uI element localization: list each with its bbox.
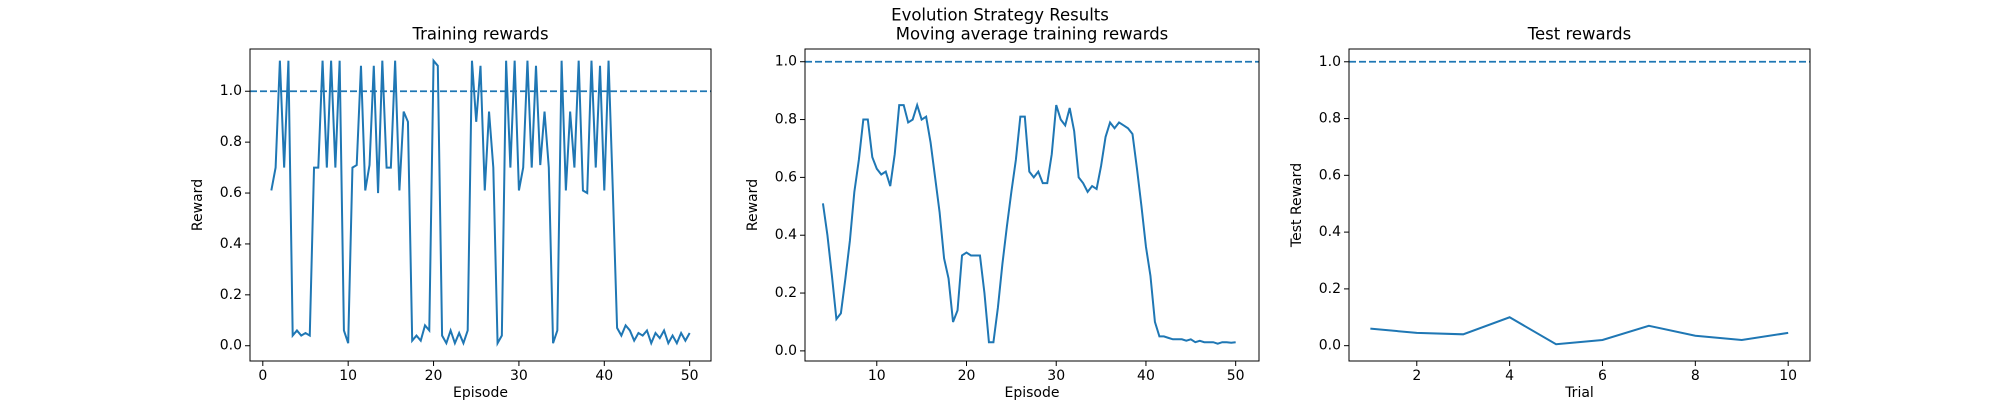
y-tick-label: 0.8 (775, 112, 797, 128)
axes-title: Training rewards (411, 25, 548, 44)
y-tick-label: 1.0 (775, 54, 797, 70)
axes-frame (1348, 48, 1811, 362)
y-tick-label: 0.2 (220, 287, 242, 303)
y-tick-label: 0.4 (220, 236, 242, 252)
data-line (270, 58, 691, 347)
x-tick-label: 30 (1047, 368, 1065, 384)
x-tick-label: 30 (510, 368, 528, 384)
x-tick-label: 0 (258, 368, 267, 384)
y-tick-label: 0.0 (775, 343, 797, 359)
y-tick-label: 0.4 (1319, 224, 1341, 240)
x-tick-label: 10 (868, 368, 886, 384)
x-tick-label: 20 (425, 368, 443, 384)
x-tick-label: 40 (1137, 368, 1155, 384)
y-tick-label: 1.0 (220, 83, 242, 99)
y-tick-label: 1.0 (1319, 54, 1341, 70)
x-tick-label: 6 (1598, 368, 1607, 384)
data-line (1370, 316, 1789, 346)
figure-title: Evolution Strategy Results (891, 6, 1109, 25)
axes-title: Moving average training rewards (896, 25, 1169, 44)
x-tick-label: 2 (1412, 368, 1421, 384)
axes-frame (249, 48, 712, 362)
x-tick-label: 20 (958, 368, 976, 384)
y-tick-label: 0.2 (1319, 281, 1341, 297)
y-axis-label: Test Reward (1289, 163, 1305, 248)
axes-frame (804, 48, 1260, 362)
x-tick-label: 4 (1505, 368, 1514, 384)
x-tick-label: 10 (1779, 368, 1797, 384)
y-tick-label: 0.8 (1319, 111, 1341, 127)
y-tick-label: 0.6 (775, 169, 797, 185)
y-tick-label: 0.8 (220, 134, 242, 150)
x-tick-label: 50 (681, 368, 699, 384)
y-tick-label: 0.6 (220, 185, 242, 201)
y-tick-label: 0.0 (1319, 338, 1341, 354)
x-tick-label: 50 (1227, 368, 1245, 384)
x-tick-label: 40 (595, 368, 613, 384)
y-tick-label: 0.0 (220, 338, 242, 354)
y-tick-label: 0.4 (775, 227, 797, 243)
x-tick-label: 10 (339, 368, 357, 384)
x-tick-label: 8 (1691, 368, 1700, 384)
axes-title: Test rewards (1527, 25, 1631, 44)
x-axis-label: Trial (1564, 385, 1594, 400)
y-tick-label: 0.2 (775, 285, 797, 301)
x-axis-label: Episode (1005, 385, 1060, 400)
y-axis-label: Reward (190, 179, 206, 231)
y-axis-label: Reward (745, 179, 761, 231)
data-line (821, 101, 1236, 345)
y-tick-label: 0.6 (1319, 167, 1341, 183)
x-axis-label: Episode (453, 385, 508, 400)
